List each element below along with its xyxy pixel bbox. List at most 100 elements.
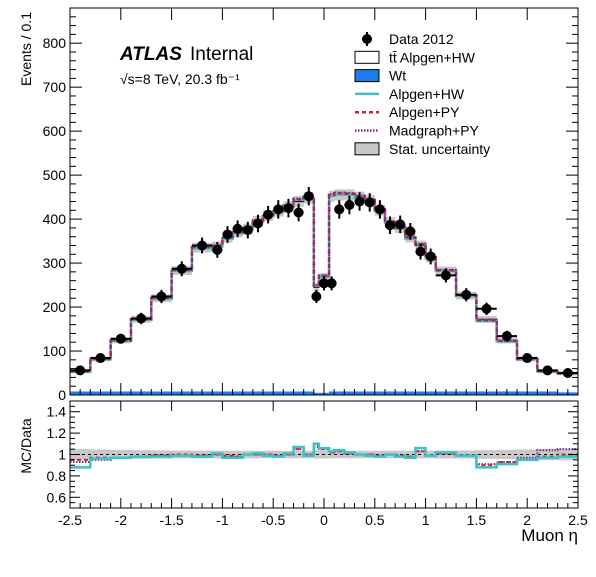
wt-bar — [334, 391, 345, 395]
y-tick-label: 0 — [58, 387, 66, 403]
data-point — [311, 291, 322, 302]
atlas-label: ATLAS — [119, 44, 182, 65]
x-tick-label: 0 — [320, 512, 328, 528]
y-tick-label: 500 — [43, 167, 67, 183]
data-point — [501, 331, 512, 342]
ratio-band-bin — [70, 448, 91, 461]
main-axes: 0 100 200 300 400 500 600 700 800 — [43, 8, 579, 403]
data-point — [303, 191, 314, 202]
wt-bar — [405, 391, 416, 395]
wt-bar — [344, 391, 355, 395]
x-tick-label: -2.5 — [58, 512, 82, 528]
data-point — [522, 353, 533, 364]
y-tick-label: 400 — [43, 211, 67, 227]
legend-label: Alpgen+PY — [389, 104, 460, 120]
atlas-status-label: Internal — [190, 44, 253, 65]
x-tick-label: -1.5 — [160, 512, 184, 528]
x-tick-label: -0.5 — [261, 512, 285, 528]
wt-bar — [222, 391, 233, 395]
data-point — [293, 207, 304, 218]
ratio-band-bin — [273, 450, 284, 459]
legend-label: Stat. uncertainty — [389, 141, 490, 157]
data-point — [176, 263, 187, 274]
data-point — [562, 368, 573, 379]
x-tick-label: -2 — [115, 512, 128, 528]
data-point — [212, 244, 223, 255]
legend-stat-band-box — [354, 142, 380, 156]
data-point — [395, 219, 406, 230]
wt-bar — [313, 392, 319, 395]
main-plot: 0 100 200 300 400 500 600 700 800 Data 2012 tt̄ A… — [18, 7, 579, 403]
x-tick-label: 0.5 — [365, 512, 385, 528]
data-point — [319, 278, 329, 289]
ratio-band-bin — [496, 449, 518, 460]
y-tick-label: 100 — [43, 343, 67, 359]
data-point — [75, 365, 86, 376]
ratio-band-bin — [130, 450, 152, 459]
wt-bar — [212, 391, 223, 395]
ratio-y-tick-label: 1 — [58, 447, 66, 463]
data-point — [232, 223, 243, 234]
ratio-y-tick-label: 0.6 — [47, 489, 67, 505]
data-point — [273, 204, 284, 215]
data-point — [542, 365, 553, 376]
ratio-band-bin — [344, 450, 355, 459]
data-point — [461, 289, 472, 300]
wt-bar — [415, 391, 426, 395]
wt-bar — [232, 391, 243, 395]
wt-bar — [354, 391, 365, 395]
ratio-alpgen-hw-line — [70, 442, 578, 469]
ratio-band-bin — [405, 450, 416, 459]
ratio-band-bin — [232, 450, 243, 459]
legend-label: Alpgen+HW — [389, 86, 465, 102]
data-point — [242, 225, 253, 236]
x-axis-label: Muon η — [521, 526, 578, 545]
x-tick-label: 1 — [422, 512, 430, 528]
y-tick-label: 300 — [43, 255, 67, 271]
data-points — [70, 186, 578, 379]
ratio-lines — [70, 442, 578, 469]
data-point — [197, 240, 208, 251]
data-point — [222, 229, 233, 240]
legend-data-marker — [362, 34, 372, 44]
y-tick-label: 600 — [43, 123, 67, 139]
ratio-plot: -2.5 -2 -1.5 -1 -0.5 0 0.5 1 1.5 2 2.5 0.6 0.8 1 1.2 1.… — [18, 400, 588, 545]
x-tick-label: 2.5 — [568, 512, 588, 528]
data-point — [354, 196, 365, 207]
wt-bar — [252, 391, 264, 395]
ratio-band-bin — [334, 450, 345, 459]
data-point — [344, 200, 355, 211]
wt-bar — [329, 391, 335, 395]
wt-bar — [242, 391, 253, 395]
y-tick-label: 800 — [43, 35, 67, 51]
wt-bar — [425, 391, 436, 395]
ratio-band-bin — [435, 450, 457, 459]
legend: Data 2012 tt̄ Alpgen+HW Wt Alpgen+HW Alpgen+… — [354, 31, 490, 157]
wt-bar — [303, 391, 314, 395]
data-point — [415, 246, 426, 257]
data-point — [283, 203, 294, 214]
data-point — [95, 353, 106, 364]
ratio-axes: -2.5 -2 -1.5 -1 -0.5 0 0.5 1 1.5 2 2.5 0.6 0.8 1 1.2 1.… — [47, 401, 588, 528]
data-point — [405, 226, 416, 237]
legend-label: Wt — [389, 68, 406, 84]
data-point — [481, 303, 492, 314]
wt-bar — [283, 391, 294, 395]
data-point — [115, 333, 126, 344]
data-point — [263, 209, 274, 220]
x-tick-label: -1 — [216, 512, 229, 528]
wt-bar — [293, 391, 304, 395]
wt-bar — [364, 391, 375, 395]
legend-label: Madgraph+PY — [389, 123, 480, 139]
wt-bar — [395, 391, 406, 395]
wt-bar — [374, 391, 385, 395]
data-point — [364, 197, 375, 208]
y-tick-label: 700 — [43, 79, 67, 95]
wt-bar — [263, 391, 274, 395]
wt-bar — [384, 391, 396, 395]
legend-label: tt̄ Alpgen+HW — [389, 49, 476, 65]
legend-wt-box — [354, 69, 380, 83]
ratio-y-tick-label: 1.2 — [47, 425, 67, 441]
